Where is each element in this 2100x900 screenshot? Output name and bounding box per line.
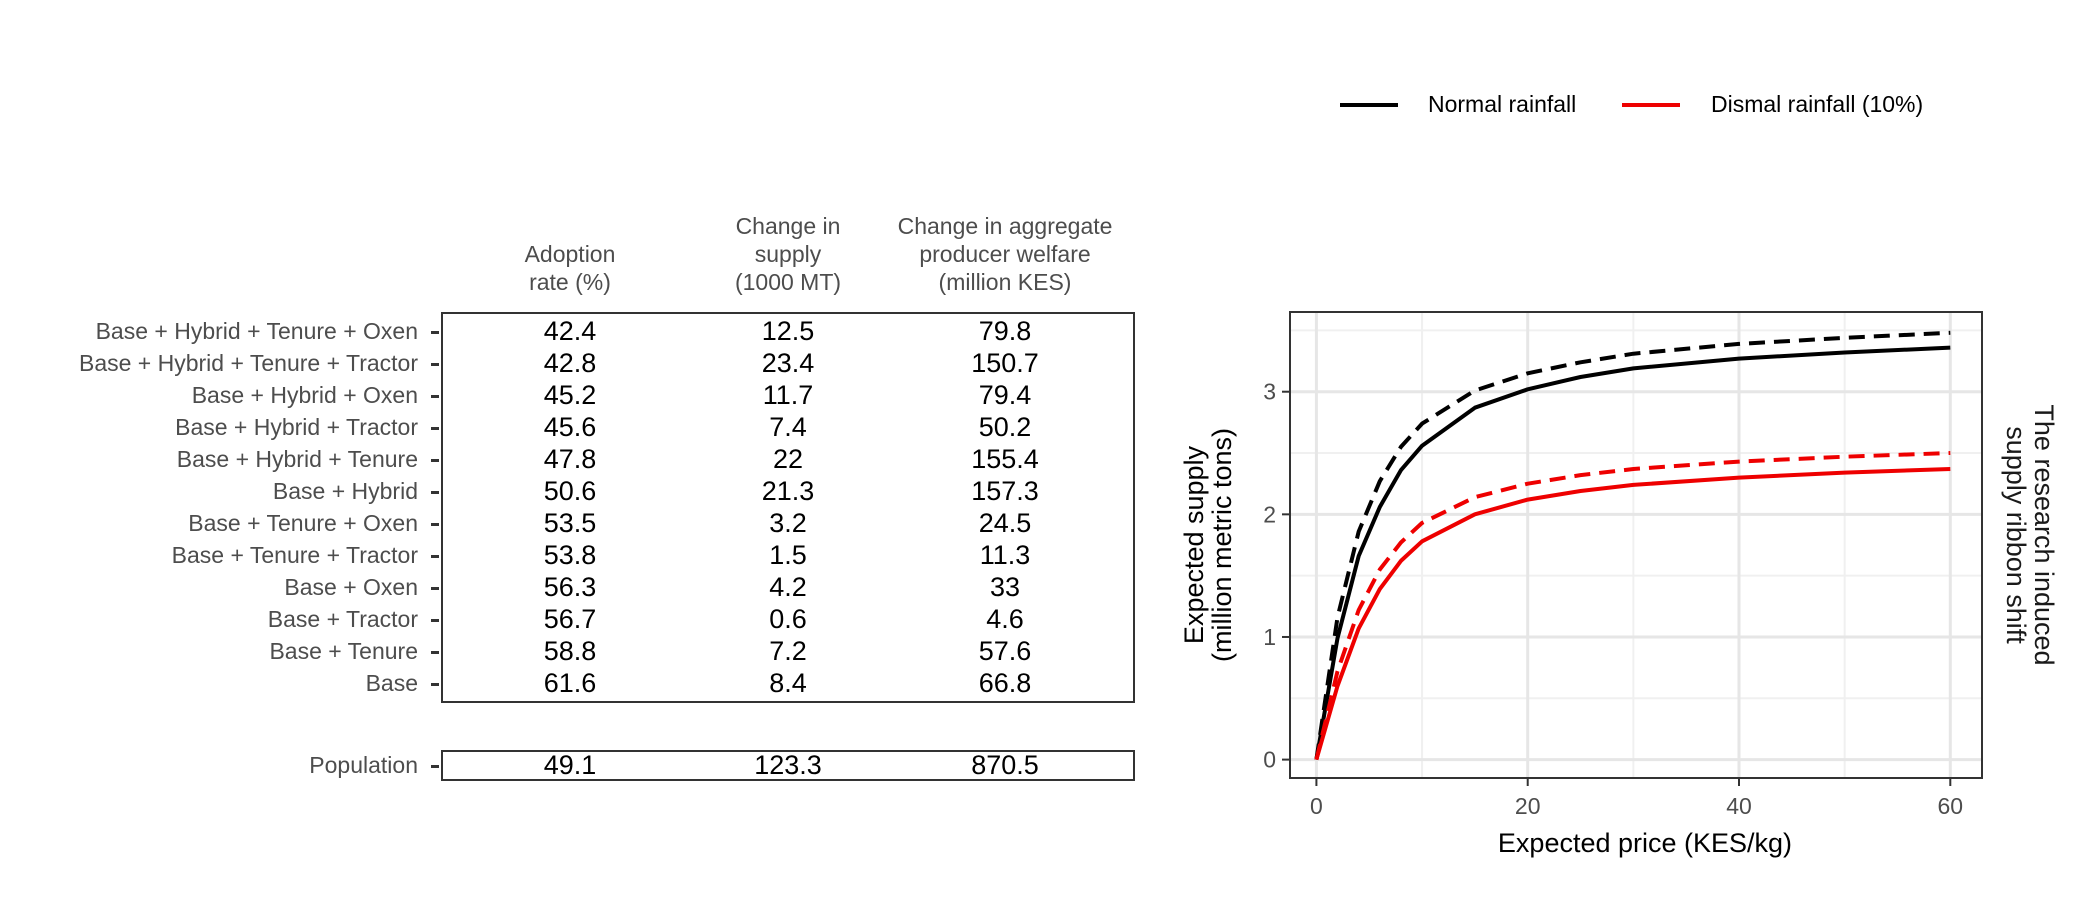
series-line-3 (1314, 451, 1951, 761)
cell-adoption: 42.4 (543, 316, 597, 346)
x-tick-label: 40 (1726, 793, 1752, 819)
cell-welfare: 57.6 (978, 636, 1032, 666)
cell-supply: 22 (772, 444, 804, 474)
cell-adoption: 58.8 (543, 636, 597, 666)
legend-key-dismal (1622, 103, 1680, 107)
cell-welfare: 79.8 (978, 316, 1032, 346)
grid-major (1290, 312, 1982, 778)
row-label: Base + Hybrid + Tenure (176, 446, 418, 472)
label-line: supply ribbon shift (2001, 426, 2031, 644)
row-label: Base + Hybrid + Tractor (175, 414, 418, 440)
x-tick-label: 20 (1515, 793, 1541, 819)
row-tick (431, 683, 439, 686)
cell-welfare: 155.4 (971, 444, 1039, 474)
grid-minor (1290, 312, 1982, 778)
row-tick (431, 491, 439, 494)
row-label: Base (365, 670, 418, 696)
column-header-welfare: Change in aggregate producer welfare (mi… (897, 213, 1113, 295)
row-tick (431, 619, 439, 622)
legend-label-normal: Normal rainfall (1428, 91, 1577, 117)
cell-adoption: 47.8 (543, 444, 597, 474)
cell-welfare: 157.3 (971, 476, 1039, 506)
cell-adoption: 50.6 (543, 476, 597, 506)
row-label: Base + Hybrid + Tenure + Oxen (95, 318, 418, 344)
x-tick-label: 60 (1938, 793, 1964, 819)
row-tick (431, 651, 439, 654)
row-label: Base + Oxen (284, 574, 418, 600)
cell-adoption: 45.6 (543, 412, 597, 442)
cell-welfare: 11.3 (979, 540, 1031, 570)
row-label: Base + Tenure (269, 638, 418, 664)
row-tick (431, 427, 439, 430)
legend-key-normal (1340, 103, 1398, 107)
row-label: Base + Tractor (267, 606, 418, 632)
population-supply: 123.3 (754, 750, 822, 780)
row-tick (431, 395, 439, 398)
population-adoption: 49.1 (543, 750, 597, 780)
cell-welfare: 50.2 (978, 412, 1032, 442)
row-label: Base + Tenure + Tractor (171, 542, 418, 568)
cell-supply: 7.4 (769, 412, 807, 442)
legend-label-dismal: Dismal rainfall (10%) (1711, 91, 1924, 117)
strip-label: The research inducedsupply ribbon shift (2001, 404, 2059, 665)
series-line-1 (1314, 330, 1951, 760)
row-tick (431, 331, 439, 334)
row-tick (431, 523, 439, 526)
column-header-adoption: Adoption rate (%) (524, 241, 616, 295)
cell-supply: 4.2 (769, 572, 807, 602)
row-label: Base + Hybrid + Tenure + Tractor (78, 350, 418, 376)
x-tick-label: 0 (1310, 793, 1323, 819)
cell-adoption: 61.6 (543, 668, 597, 698)
panel-border (1289, 311, 1983, 779)
row-label: Base + Hybrid + Oxen (191, 382, 418, 408)
population-welfare: 870.5 (971, 750, 1039, 780)
cell-adoption: 56.7 (543, 604, 597, 634)
cell-welfare: 66.8 (978, 668, 1032, 698)
row-tick (431, 765, 439, 768)
y-tick-label: 0 (1263, 747, 1276, 773)
label-line: The research induced (2029, 404, 2059, 665)
cell-supply: 12.5 (761, 316, 815, 346)
cell-adoption: 53.5 (543, 508, 597, 538)
row-tick (431, 555, 439, 558)
y-tick-label: 1 (1263, 624, 1276, 650)
population-label: Population (309, 752, 418, 778)
series-layer (1314, 330, 1951, 761)
y-tick-label: 2 (1263, 501, 1276, 527)
cell-welfare: 24.5 (978, 508, 1032, 538)
row-tick (431, 587, 439, 590)
cell-adoption: 45.2 (543, 380, 597, 410)
cell-supply: 21.3 (761, 476, 815, 506)
cell-supply: 11.7 (762, 380, 814, 410)
row-label: Base + Tenure + Oxen (188, 510, 418, 536)
table-box (441, 312, 1135, 703)
label-line: Expected supply (1179, 445, 1209, 644)
row-tick (431, 363, 439, 366)
cell-welfare: 4.6 (986, 604, 1024, 634)
cell-adoption: 42.8 (543, 348, 597, 378)
cell-supply: 23.4 (761, 348, 815, 378)
x-axis-label: Expected price (KES/kg) (1498, 828, 1792, 858)
column-header-supply: Change in supply (1000 MT) (734, 213, 842, 295)
row-tick (431, 459, 439, 462)
population-box (441, 750, 1135, 781)
label-line: (million metric tons) (1207, 428, 1237, 662)
cell-supply: 8.4 (769, 668, 807, 698)
series-line-0 (1314, 345, 1951, 760)
cell-supply: 7.2 (769, 636, 807, 666)
cell-supply: 3.2 (769, 508, 807, 538)
axis-ticks: 0 20 40 60 0 1 2 3 (1263, 379, 1963, 819)
cell-welfare: 150.7 (971, 348, 1039, 378)
row-label: Base + Hybrid (272, 478, 418, 504)
cell-adoption: 56.3 (543, 572, 597, 602)
y-tick-label: 3 (1263, 379, 1276, 405)
cell-adoption: 53.8 (543, 540, 597, 570)
cell-supply: 0.6 (769, 604, 807, 634)
cell-welfare: 79.4 (978, 380, 1032, 410)
series-line-2 (1314, 467, 1951, 761)
cell-supply: 1.5 (769, 540, 807, 570)
y-axis-label: Expected supply(million metric tons) (1179, 428, 1237, 662)
cell-welfare: 33 (989, 572, 1021, 602)
